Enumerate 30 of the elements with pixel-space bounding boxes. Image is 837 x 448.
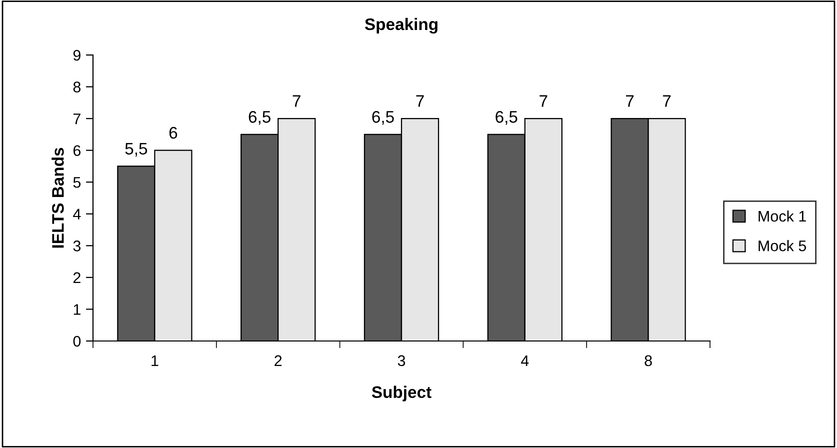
y-tick-label: 2 <box>73 272 80 283</box>
y-tick-label: 7 <box>73 114 80 124</box>
data-label: 6 <box>169 126 178 139</box>
data-label: 7 <box>663 95 671 107</box>
x-tick-label: 3 <box>398 355 406 366</box>
data-label: 7 <box>540 95 548 107</box>
y-tick-label: 6 <box>73 145 81 156</box>
data-label: 6,5 <box>248 111 270 125</box>
data-label: 7 <box>416 95 424 107</box>
y-tick-label: 0 <box>73 336 81 347</box>
y-tick-label: 9 <box>73 50 80 61</box>
y-tick-label: 1 <box>74 304 80 315</box>
legend-label: Mock 5 <box>758 240 806 252</box>
x-tick-label: 8 <box>644 355 652 366</box>
y-tick-label: 5 <box>73 177 81 188</box>
legend-label: Mock 1 <box>758 210 806 222</box>
x-tick-label: 1 <box>152 355 158 366</box>
x-axis-title: Subject <box>372 386 432 402</box>
data-label: 6,5 <box>372 111 394 125</box>
x-tick-label: 2 <box>274 355 282 366</box>
data-label: 7 <box>292 95 300 107</box>
y-tick-label: 4 <box>73 208 81 220</box>
y-axis-title: IELTS Bands <box>52 148 64 248</box>
y-tick-label: 8 <box>73 82 81 92</box>
x-tick-label: 4 <box>521 355 529 366</box>
data-label: 7 <box>626 95 634 107</box>
chart-title: Speaking <box>364 18 438 34</box>
y-tick-label: 3 <box>73 240 81 252</box>
data-label: 6,5 <box>496 111 518 125</box>
data-label: 5,5 <box>125 142 148 157</box>
